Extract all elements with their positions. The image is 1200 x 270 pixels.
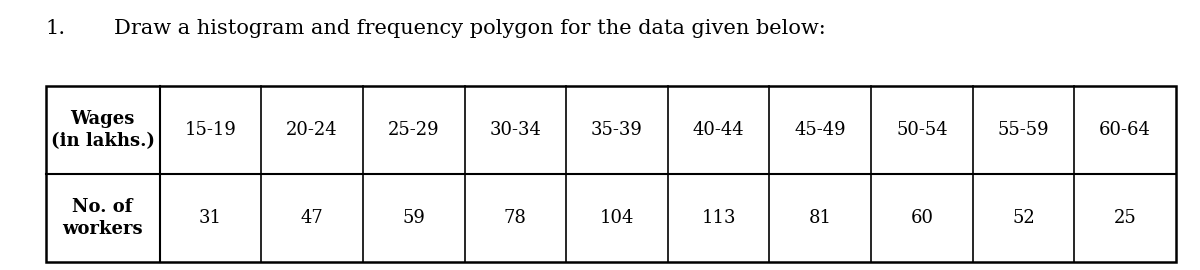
Text: Wages
(in lakhs.): Wages (in lakhs.) (50, 110, 155, 150)
Text: 78: 78 (504, 209, 527, 227)
Text: 60: 60 (911, 209, 934, 227)
Text: 81: 81 (809, 209, 832, 227)
Text: 20-24: 20-24 (287, 121, 338, 139)
Text: 59: 59 (402, 209, 425, 227)
Text: No. of
workers: No. of workers (62, 198, 143, 238)
Text: 25-29: 25-29 (388, 121, 439, 139)
Text: Draw a histogram and frequency polygon for the data given below:: Draw a histogram and frequency polygon f… (114, 19, 826, 38)
Text: 40-44: 40-44 (692, 121, 744, 139)
Text: 25: 25 (1114, 209, 1136, 227)
Text: 55-59: 55-59 (997, 121, 1049, 139)
Text: 15-19: 15-19 (185, 121, 236, 139)
Text: 60-64: 60-64 (1099, 121, 1151, 139)
Text: 1.: 1. (46, 19, 66, 38)
Text: 45-49: 45-49 (794, 121, 846, 139)
Text: 47: 47 (301, 209, 324, 227)
Text: 50-54: 50-54 (896, 121, 948, 139)
Text: 104: 104 (600, 209, 634, 227)
Text: 31: 31 (199, 209, 222, 227)
Text: 113: 113 (701, 209, 736, 227)
Text: 52: 52 (1012, 209, 1034, 227)
Text: 35-39: 35-39 (592, 121, 643, 139)
Text: 30-34: 30-34 (490, 121, 541, 139)
